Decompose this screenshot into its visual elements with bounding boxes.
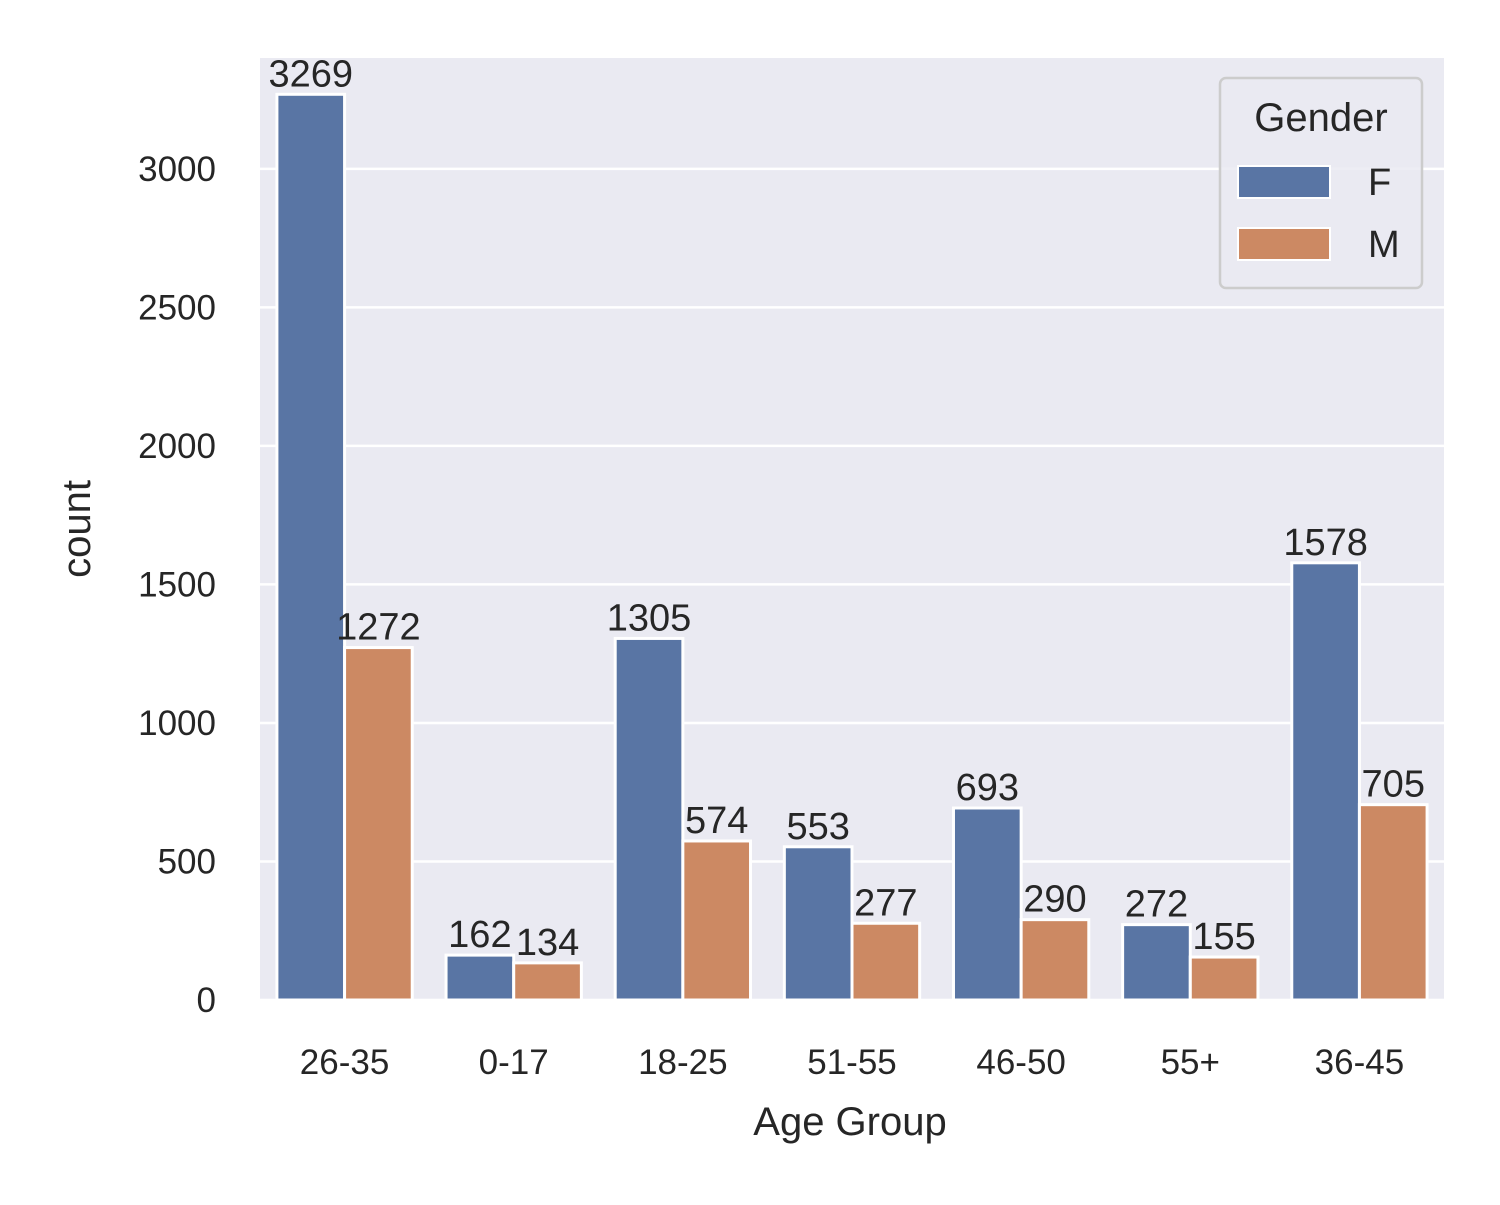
y-tick-label: 1500: [138, 565, 216, 604]
legend-label-m: M: [1368, 224, 1400, 266]
x-axis-title: Age Group: [753, 1100, 946, 1144]
x-tick-label: 51-55: [807, 1043, 897, 1082]
bar-value-label: 1305: [607, 597, 692, 639]
bar-value-label: 155: [1192, 916, 1255, 958]
bar-f: [1121, 923, 1192, 1002]
y-tick-label: 2000: [138, 427, 216, 466]
legend-items: FM: [1237, 162, 1400, 266]
bar-value-label: 134: [516, 922, 579, 964]
bar-f: [1290, 561, 1361, 1002]
bar-value-label: 553: [786, 806, 849, 848]
bar-m: [1019, 918, 1091, 1002]
bar-f: [951, 806, 1023, 1002]
bar-m: [1188, 955, 1260, 1002]
bar-f: [782, 845, 854, 1002]
x-tick-label: 18-25: [638, 1043, 728, 1082]
x-tick-label: 55+: [1161, 1043, 1220, 1082]
legend-title: Gender: [1254, 96, 1387, 140]
bar-value-label: 574: [685, 800, 748, 842]
bar-value-label: 162: [448, 914, 511, 956]
y-tick-label: 3000: [138, 150, 216, 189]
bars: [275, 92, 1429, 1002]
bar-value-label: 1272: [336, 607, 421, 649]
bar-value-label: 290: [1023, 879, 1086, 921]
y-tick-labels: 0 500 1000 1500 2000 2500 3000: [138, 150, 216, 1020]
bar-value-label: 693: [956, 767, 1019, 809]
legend-swatch-f: [1237, 165, 1331, 199]
x-tick-labels: 26-35 0-17 18-25 51-55 46-50 55+ 36-45: [300, 1043, 1404, 1082]
bar-f: [444, 953, 516, 1002]
x-tick-label: 46-50: [976, 1043, 1066, 1082]
bar-m: [681, 839, 753, 1002]
bar-value-label: 1578: [1283, 522, 1368, 564]
y-tick-label: 1000: [138, 704, 216, 743]
bar-m: [343, 646, 414, 1002]
legend-swatch-m: [1237, 227, 1331, 261]
bar-m: [1357, 803, 1429, 1002]
bar-value-label: 272: [1125, 884, 1188, 926]
x-tick-label: 36-45: [1315, 1043, 1405, 1082]
bar-value-label: 705: [1362, 764, 1425, 806]
y-tick-label: 0: [197, 981, 216, 1020]
bar-value-label: 277: [854, 882, 917, 924]
legend: Gender FM: [1218, 76, 1424, 290]
bar-m: [850, 921, 922, 1002]
x-tick-label: 0-17: [479, 1043, 549, 1082]
bar-value-label: 3269: [268, 53, 353, 95]
y-axis-title: count: [55, 480, 99, 578]
y-tick-label: 2500: [138, 288, 216, 327]
bar-m: [512, 961, 583, 1002]
legend-label-f: F: [1368, 162, 1391, 204]
y-tick-label: 500: [158, 842, 216, 881]
x-tick-label: 26-35: [300, 1043, 390, 1082]
bar-f: [613, 636, 685, 1002]
bar-f: [275, 92, 347, 1002]
